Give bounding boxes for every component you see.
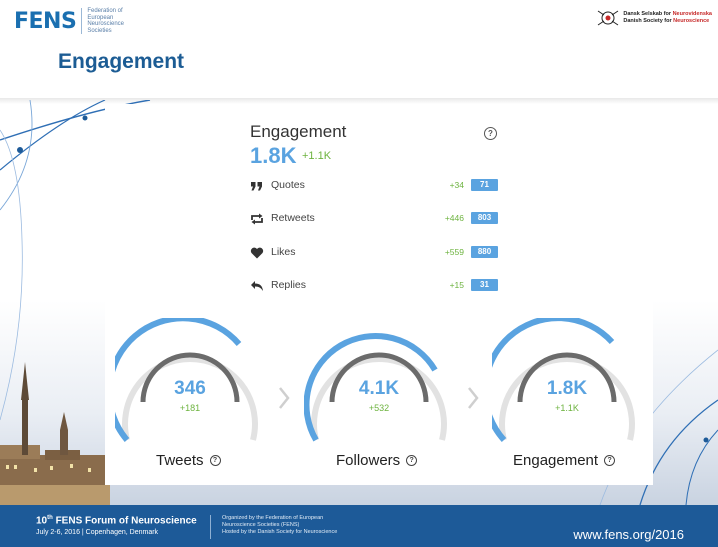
fens-logo-subtitle: Federation of European Neuroscience Soci… bbox=[81, 8, 142, 34]
gauge-label-text: Followers bbox=[336, 452, 401, 469]
footer-divider bbox=[210, 515, 211, 539]
dsn-logo: Dansk Selskab for Neurovidenska Danish S… bbox=[597, 8, 712, 28]
metric-label: Retweets bbox=[271, 212, 315, 224]
footer: 10th FENS Forum of Neuroscience July 2-6… bbox=[0, 505, 718, 547]
help-icon[interactable]: ? bbox=[406, 455, 418, 466]
dsn-line2-b: Neuroscience bbox=[673, 18, 710, 24]
dsn-logo-text: Dansk Selskab for Neurovidenska Danish S… bbox=[623, 11, 712, 25]
footer-title: 10th FENS Forum of Neuroscience bbox=[36, 515, 197, 526]
metric-row-likes: Likes +559 880 bbox=[250, 245, 500, 261]
help-icon[interactable]: ? bbox=[604, 455, 616, 466]
gauge-label-engagement: Engagement ? bbox=[513, 452, 616, 469]
footer-title-text: FENS Forum of Neuroscience bbox=[52, 515, 197, 527]
retweet-icon bbox=[251, 213, 263, 225]
header: FENS Federation of European Neuroscience… bbox=[0, 0, 718, 100]
help-icon[interactable]: ? bbox=[209, 455, 221, 466]
gauge-value: 1.8K bbox=[546, 378, 588, 399]
footer-organizer: Organized by the Federation of European … bbox=[222, 515, 382, 536]
chevron-right-icon bbox=[279, 387, 290, 409]
gauge-followers: 4.1K +532 bbox=[304, 318, 454, 478]
footer-organizer-line: Neuroscience Societies (FENS) bbox=[222, 522, 300, 528]
footer-url-link[interactable]: www.fens.org/2016 bbox=[573, 527, 684, 542]
metric-row-quotes: Quotes +34 71 bbox=[250, 178, 500, 194]
gauge-delta: +1.1K bbox=[555, 403, 579, 413]
gauge-delta: +181 bbox=[179, 403, 201, 413]
fens-logo: FENS Federation of European Neuroscience… bbox=[14, 8, 142, 34]
engagement-value: 1.8K bbox=[250, 143, 297, 168]
heart-icon bbox=[250, 247, 264, 259]
gauge-label-text: Engagement bbox=[513, 452, 599, 469]
footer-dates: July 2-6, 2016 | Copenhagen, Denmark bbox=[36, 529, 159, 537]
metric-label: Quotes bbox=[271, 179, 305, 191]
fens-logo-word: FENS bbox=[14, 8, 77, 34]
engagement-title: Engagement bbox=[250, 122, 347, 141]
gauge-label-followers: Followers ? bbox=[336, 452, 418, 469]
footer-organizer-line: Hosted by the Danish Society for Neurosc… bbox=[222, 529, 338, 535]
gauge-ring bbox=[304, 333, 447, 442]
gauge-delta: +532 bbox=[368, 403, 390, 413]
metric-count-badge: 803 bbox=[471, 212, 498, 224]
metric-count-badge: 71 bbox=[471, 179, 498, 191]
footer-title-number: 10 bbox=[36, 515, 48, 527]
metric-label: Likes bbox=[271, 246, 296, 258]
gauge-engagement: 1.8K +1.1K bbox=[492, 318, 642, 478]
gauge-ring bbox=[492, 318, 635, 443]
reply-icon bbox=[251, 281, 263, 291]
page-title: Engagement bbox=[58, 50, 185, 73]
gauge-label-tweets: Tweets ? bbox=[156, 452, 221, 469]
dsn-line2-a: Danish Society for bbox=[623, 18, 674, 24]
footer-organizer-line: Organized by the Federation of European bbox=[222, 515, 324, 521]
dsn-line1-a: Dansk Selskab for bbox=[623, 11, 673, 17]
dsn-line1-b: Neurovidenska bbox=[672, 11, 712, 17]
metric-row-replies: Replies +15 31 bbox=[250, 278, 500, 294]
gauge-ring bbox=[115, 318, 258, 442]
metric-row-retweets: Retweets +446 803 bbox=[250, 211, 500, 227]
footer-event: 10th FENS Forum of Neuroscience July 2-6… bbox=[36, 515, 197, 536]
metric-delta: +15 bbox=[449, 280, 464, 290]
engagement-help-icon[interactable]: ? bbox=[484, 127, 497, 140]
gauge-value: 346 bbox=[174, 378, 206, 399]
metric-delta: +34 bbox=[449, 180, 464, 190]
metric-count-badge: 880 bbox=[471, 246, 498, 258]
gauge-label-text: Tweets bbox=[156, 452, 204, 469]
metric-delta: +446 bbox=[444, 213, 464, 223]
gauge-value: 4.1K bbox=[358, 378, 400, 399]
header-divider bbox=[0, 98, 718, 104]
metric-delta: +559 bbox=[444, 247, 464, 257]
metric-count-badge: 31 bbox=[471, 279, 498, 291]
brain-emblem-icon bbox=[598, 10, 619, 26]
engagement-delta: +1.1K bbox=[302, 150, 332, 162]
footer-title-sup: th bbox=[47, 515, 53, 521]
quote-icon bbox=[251, 182, 262, 191]
content-panel bbox=[105, 104, 653, 485]
chevron-right-icon bbox=[468, 387, 479, 409]
gauge-tweets: 346 +181 bbox=[115, 318, 265, 478]
metric-label: Replies bbox=[271, 279, 307, 291]
